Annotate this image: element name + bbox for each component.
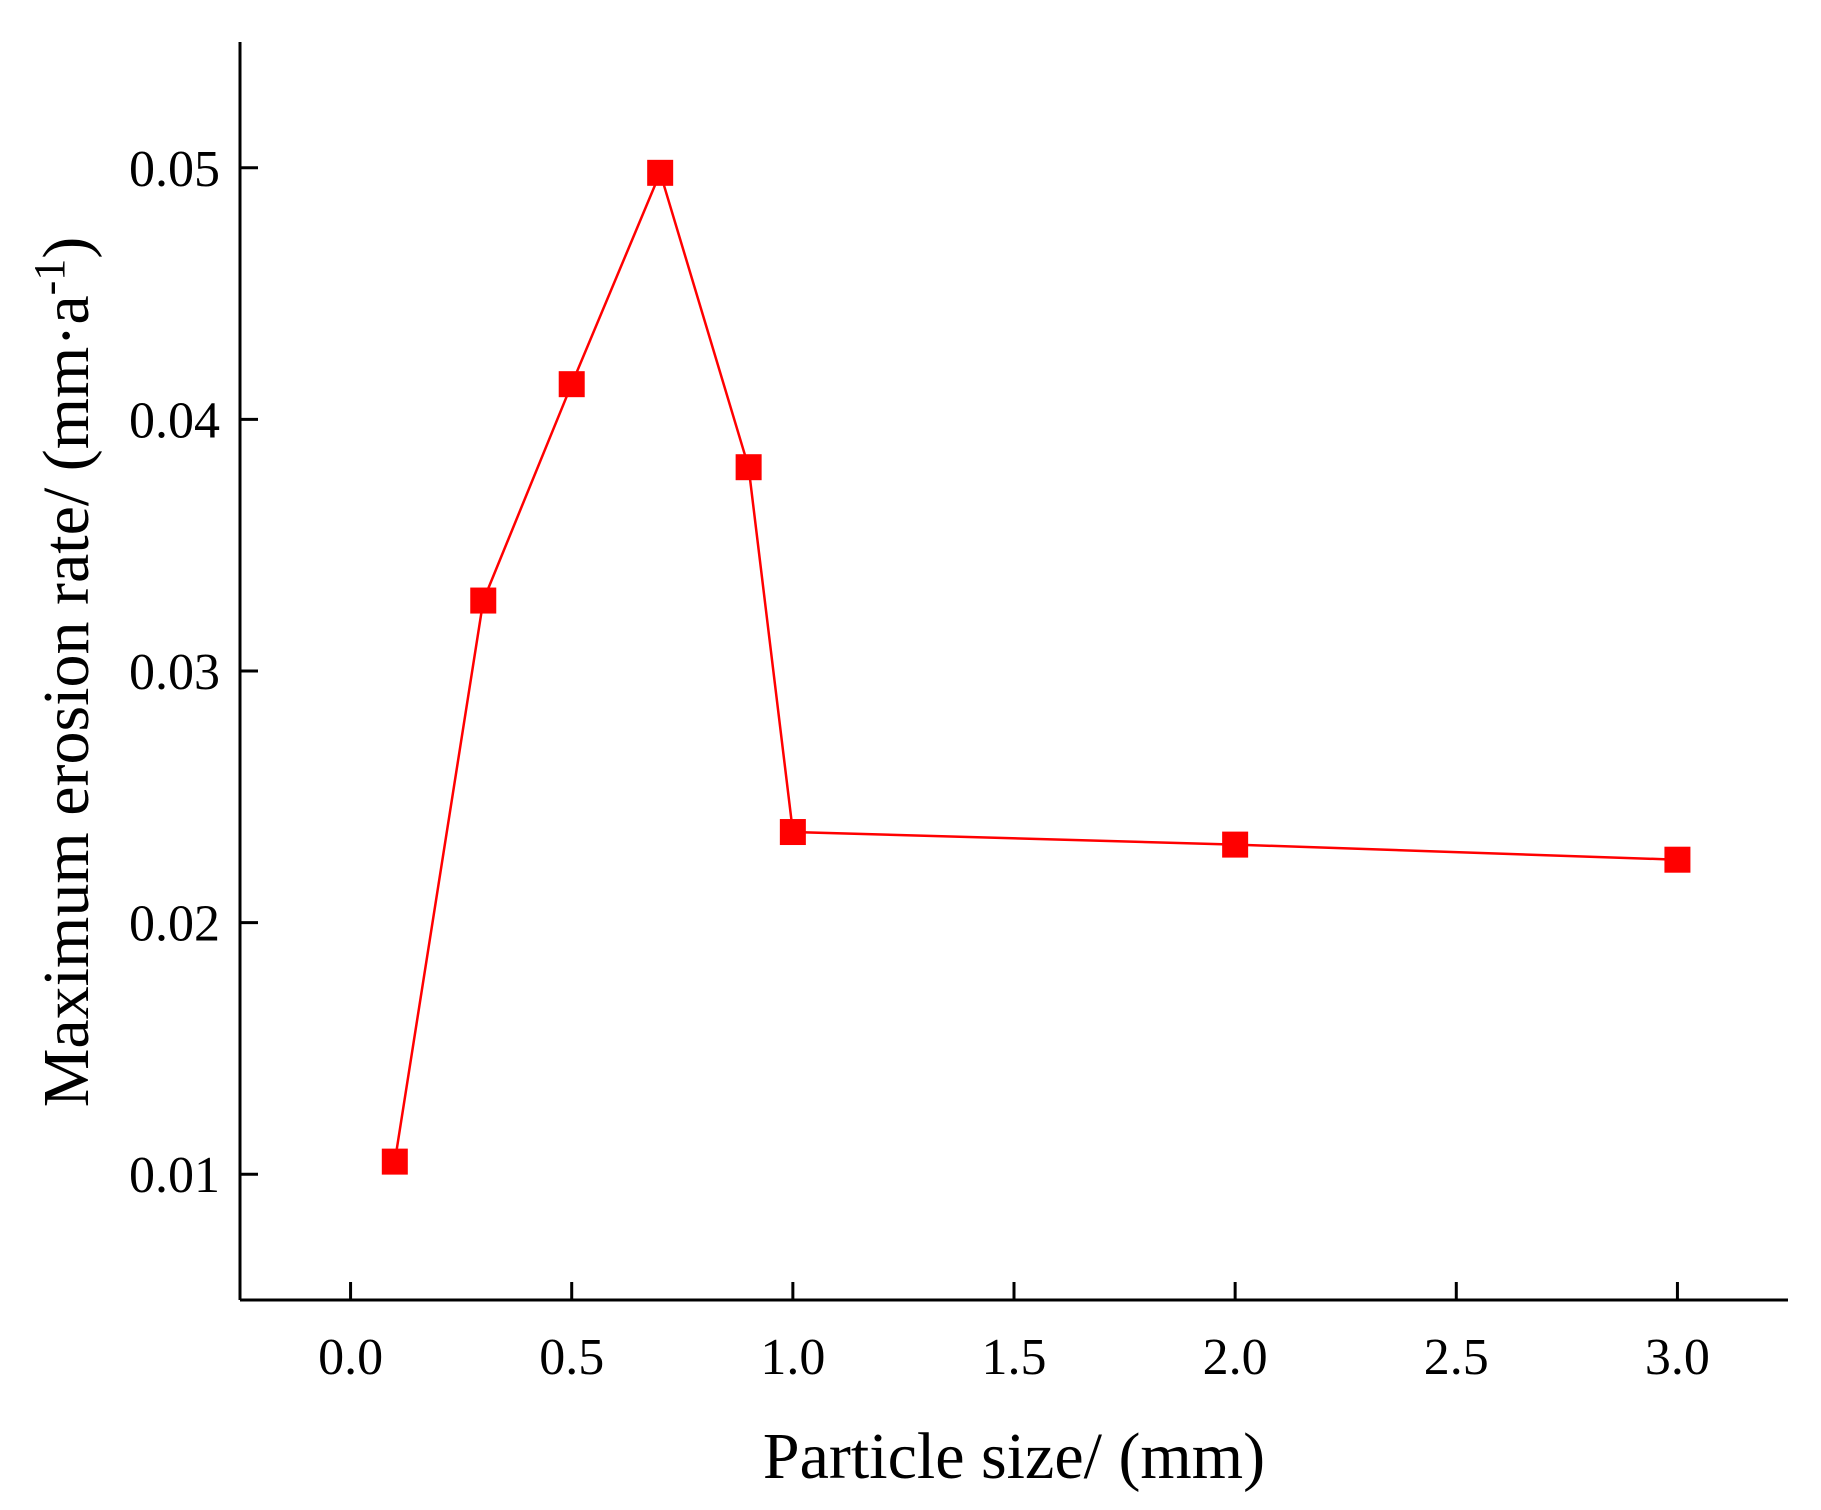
y-tick-label: 0.05 [129,141,220,198]
data-point-marker [470,587,497,614]
x-tick-label: 1.5 [982,1329,1047,1386]
y-axis-title: Maximum erosion rate/ (mm·a-1) [25,237,104,1108]
y-tick-label: 0.02 [129,896,220,953]
data-point-marker [735,454,762,481]
data-point-marker [558,371,585,398]
x-tick-label: 3.0 [1645,1329,1710,1386]
series-line [393,169,1678,1162]
y-axis-title-main: Maximum erosion rate/ (mm·a [30,295,103,1107]
x-axis-title: Particle size/ (mm) [763,1420,1265,1493]
x-tick-label: 1.0 [760,1329,825,1386]
series-layer [381,159,1691,1175]
x-tick-label: 0.5 [539,1329,604,1386]
y-tick-label: 0.04 [129,392,220,449]
data-point-marker [1664,846,1691,873]
y-axis-ticks: 0.01 0.02 0.03 0.04 0.05 [129,141,258,1204]
data-point-marker [779,819,806,846]
x-tick-label: 0.0 [318,1329,383,1386]
data-point-marker [381,1148,408,1175]
y-axis-title-superscript: -1 [25,259,74,296]
x-tick-label: 2.5 [1424,1329,1489,1386]
x-tick-label: 2.0 [1203,1329,1268,1386]
data-point-marker [1222,831,1249,858]
x-axis-ticks: 0.0 0.5 1.0 1.5 2.0 2.5 3.0 [318,1282,1710,1386]
y-axis-title-close: ) [30,237,103,259]
data-point-marker [647,159,674,186]
y-tick-label: 0.03 [129,644,220,701]
y-tick-label: 0.01 [129,1147,220,1204]
